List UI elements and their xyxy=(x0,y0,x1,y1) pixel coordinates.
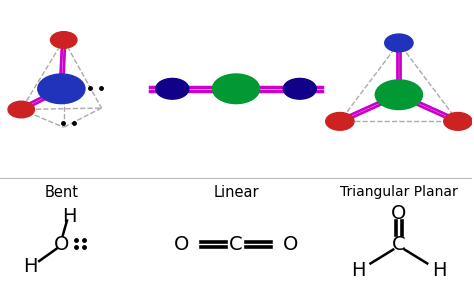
Circle shape xyxy=(326,112,354,130)
Circle shape xyxy=(375,80,422,110)
Text: O: O xyxy=(283,235,298,254)
Text: C: C xyxy=(229,235,243,254)
Text: Triangular Planar: Triangular Planar xyxy=(340,185,458,199)
Text: C: C xyxy=(392,235,406,254)
Text: Linear: Linear xyxy=(213,185,259,200)
Circle shape xyxy=(51,32,77,48)
Circle shape xyxy=(212,74,260,104)
Text: O: O xyxy=(174,235,190,254)
Text: O: O xyxy=(391,204,407,223)
Circle shape xyxy=(156,78,189,99)
Circle shape xyxy=(38,74,85,104)
Text: H: H xyxy=(432,261,446,280)
Circle shape xyxy=(283,78,316,99)
Text: Bent: Bent xyxy=(45,185,78,200)
Circle shape xyxy=(385,34,413,52)
Text: H: H xyxy=(63,207,77,226)
Text: H: H xyxy=(352,261,366,280)
Text: O: O xyxy=(54,235,69,254)
Text: H: H xyxy=(23,257,38,276)
Circle shape xyxy=(8,101,35,118)
Circle shape xyxy=(444,112,472,130)
